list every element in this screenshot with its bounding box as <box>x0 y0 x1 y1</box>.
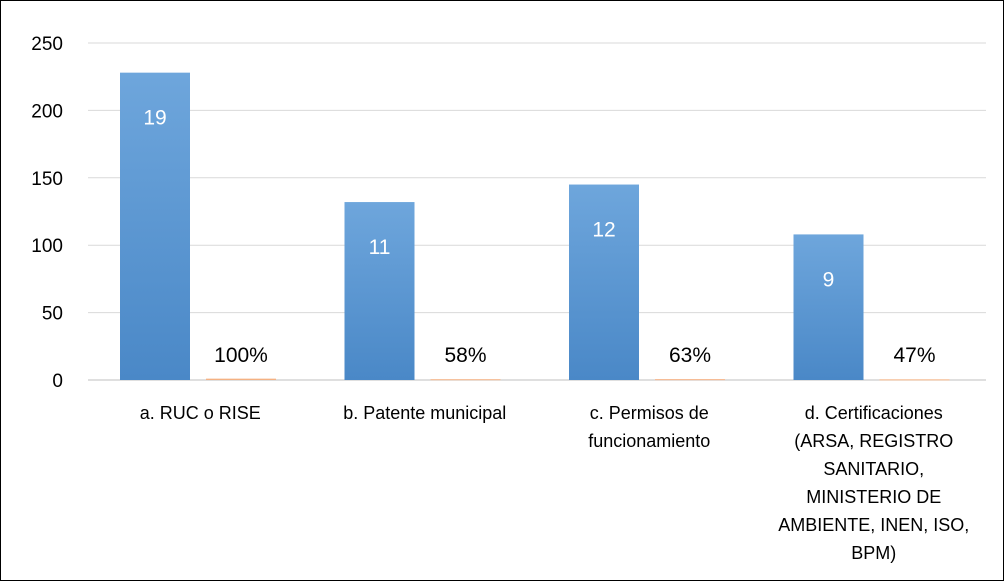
x-category-label: c. Permisos de funcionamiento <box>588 403 710 451</box>
bar-series-2 <box>206 378 276 380</box>
x-category-label: b. Patente municipal <box>343 403 506 423</box>
y-axis: 0 50 100 150 200 250 <box>31 34 63 392</box>
x-axis-categories: a. RUC o RISE b. Patente municipal c. Perm… <box>140 403 970 563</box>
bar-series-2 <box>430 379 501 381</box>
data-label: 47% <box>893 344 935 367</box>
bar-series-1 <box>569 184 639 380</box>
bar-series-1 <box>120 72 190 380</box>
y-tick-label: 50 <box>42 304 63 325</box>
data-label: 11 <box>369 236 391 259</box>
data-label: 63% <box>669 344 711 367</box>
y-tick-label: 200 <box>31 101 63 122</box>
bar-series-1 <box>793 234 864 380</box>
data-label: 19 <box>143 107 166 130</box>
x-category-label: d. Certificaciones (ARSA, REGISTRO SANITAR… <box>778 403 969 563</box>
bar-series-1 <box>344 202 415 380</box>
data-label: 100% <box>214 344 268 367</box>
x-category-label: a. RUC o RISE <box>140 403 261 423</box>
y-tick-label: 250 <box>31 34 63 55</box>
bar-series-2 <box>655 379 725 381</box>
bars <box>120 72 950 381</box>
y-tick-label: 100 <box>31 236 63 257</box>
data-label: 58% <box>444 344 486 367</box>
data-labels: 19 100% 11 58% 12 63% 9 47% <box>143 107 935 367</box>
data-label: 9 <box>823 268 835 291</box>
y-tick-label: 0 <box>52 371 63 392</box>
y-tick-label: 150 <box>31 169 63 190</box>
bar-series-2 <box>879 379 950 381</box>
data-label: 12 <box>592 219 615 242</box>
